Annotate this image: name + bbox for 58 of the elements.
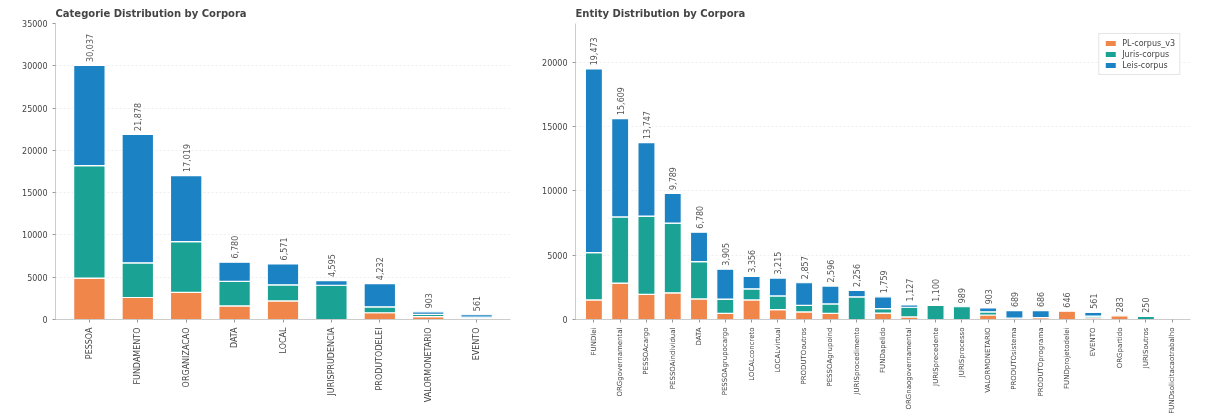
total-label: 4,232 [376, 257, 386, 281]
total-label: 9,789 [669, 167, 679, 190]
y-tick-label: 5000 [547, 251, 568, 261]
total-label: 1,127 [905, 278, 915, 302]
x-tick-label: LOCAL [278, 326, 288, 354]
total-label: 30,037 [85, 33, 95, 62]
total-label: 3,215 [774, 251, 784, 275]
total-label: 15,609 [616, 87, 626, 116]
y-tick-label: 10000 [22, 231, 48, 241]
x-tick-label: PESSOA [84, 326, 94, 360]
legend-label: PL-corpus_v3 [1122, 38, 1175, 48]
total-label: 3,356 [748, 249, 758, 273]
x-tick-label: DATA [230, 326, 240, 349]
total-label: 6,780 [695, 205, 705, 229]
total-label: 6,780 [231, 235, 241, 259]
y-tick-label: 10000 [542, 187, 568, 197]
y-tick-label: 35000 [22, 20, 48, 29]
total-label: 1,100 [932, 278, 942, 302]
x-tick-label: FUNDAMENTO [133, 327, 143, 385]
total-label: 1,759 [879, 270, 889, 294]
x-tick-label: PRODUTODELEI [375, 327, 385, 391]
total-label: 6,571 [279, 237, 289, 261]
total-label: 4,595 [327, 254, 337, 278]
total-label: 250 [1142, 297, 1152, 313]
y-tick-label: 15000 [542, 122, 568, 132]
total-label: 689 [1010, 291, 1020, 308]
total-label: 17,019 [182, 144, 192, 173]
y-tick-label: 25000 [22, 104, 48, 114]
chart-title: Entity Distribution by Corpora [575, 7, 746, 19]
total-label: 646 [1063, 292, 1073, 308]
total-label: 21,878 [134, 102, 144, 131]
legend-label: Leis-corpus [1122, 60, 1168, 70]
chart-title: Categorie Distribution by Corpora [55, 7, 247, 19]
x-tick-label: EVENTO [472, 327, 482, 361]
y-tick-label: 5000 [27, 273, 48, 283]
total-label: 686 [1037, 291, 1047, 308]
y-tick-label: 0 [42, 316, 48, 325]
total-label: 2,596 [826, 259, 836, 283]
total-label: 903 [984, 289, 994, 305]
total-label: 989 [958, 287, 968, 304]
total-label: 13,747 [642, 111, 652, 140]
total-label: 561 [473, 295, 483, 312]
y-tick-label: 0 [562, 316, 568, 325]
x-tick-label: JURISPRUDENCIA [326, 326, 336, 397]
total-label: 19,473 [590, 37, 600, 66]
total-label: 2,256 [853, 264, 863, 287]
y-tick-label: 20000 [542, 58, 568, 68]
total-label: 903 [424, 293, 434, 309]
x-tick-label: ORGANIZACAO [181, 327, 191, 388]
total-label: 283 [1116, 297, 1126, 313]
y-tick-label: 30000 [22, 62, 48, 72]
total-label: 3,905 [721, 242, 731, 266]
total-label: 561 [1089, 293, 1099, 309]
x-tick-label: VALORMONETARIO [423, 327, 433, 403]
total-label: 2,857 [800, 256, 810, 280]
legend-label: Juris-corpus [1122, 49, 1170, 59]
y-tick-label: 20000 [22, 146, 48, 156]
y-tick-label: 15000 [22, 189, 48, 199]
